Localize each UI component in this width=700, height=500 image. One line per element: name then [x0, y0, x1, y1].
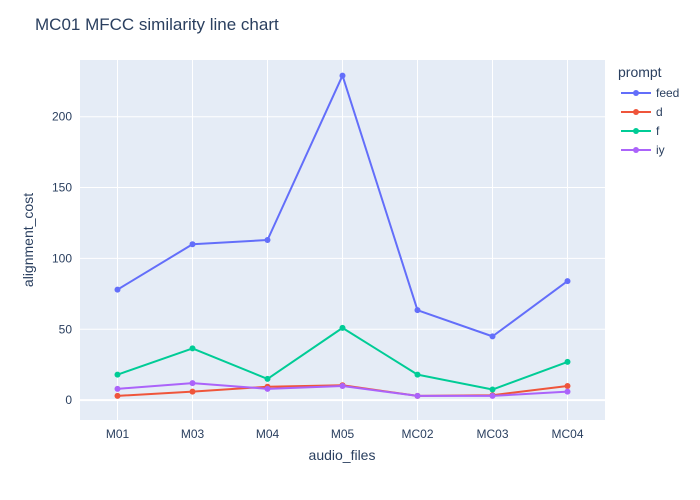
data-point-feed — [489, 333, 496, 340]
data-point-f — [414, 371, 421, 378]
data-point-f — [114, 371, 121, 378]
data-point-f — [489, 386, 496, 393]
legend-label: d — [656, 105, 663, 119]
legend-swatch-marker — [633, 90, 639, 96]
x-tick-label: MC03 — [476, 427, 508, 441]
y-tick-labels: 0 50 100 150 200 — [52, 110, 72, 407]
legend-title: prompt — [618, 64, 662, 80]
data-point-iy — [264, 385, 271, 392]
y-tick-label: 200 — [52, 110, 72, 124]
y-tick-label: 100 — [52, 251, 72, 265]
x-tick-label: MC02 — [401, 427, 433, 441]
x-tick-labels: M01 M03 M04 M05 MC02 MC03 MC04 — [106, 427, 584, 441]
legend-item-iy[interactable]: iy — [621, 143, 665, 157]
data-point-f — [564, 358, 571, 365]
legend-item-feed[interactable]: feed — [621, 86, 679, 100]
legend: prompt feed df iy — [618, 64, 679, 157]
y-axis-title: alignment_cost — [20, 193, 36, 287]
y-tick-label: 0 — [65, 393, 72, 407]
data-point-f — [264, 375, 271, 382]
legend-item-d[interactable]: d — [621, 105, 663, 119]
legend-swatch-marker — [633, 147, 639, 153]
series-lines — [114, 72, 571, 399]
data-point-iy — [489, 392, 496, 399]
chart-title: MC01 MFCC similarity line chart — [35, 15, 279, 34]
data-point-iy — [339, 382, 346, 389]
data-point-d — [189, 388, 196, 395]
x-axis-title: audio_files — [309, 447, 376, 463]
x-tick-label: M01 — [106, 427, 130, 441]
data-point-feed — [414, 307, 421, 314]
legend-swatch-marker — [633, 128, 639, 134]
x-tick-label: M05 — [331, 427, 355, 441]
y-tick-label: 150 — [52, 181, 72, 195]
x-tick-label: M03 — [181, 427, 205, 441]
legend-label: feed — [656, 86, 679, 100]
data-point-iy — [114, 385, 121, 392]
x-tick-label: MC04 — [551, 427, 583, 441]
data-point-feed — [114, 286, 121, 293]
x-tick-label: M04 — [256, 427, 280, 441]
legend-swatch-marker — [633, 109, 639, 115]
x-gridlines — [117, 60, 568, 420]
data-point-feed — [189, 241, 196, 248]
y-tick-label: 50 — [59, 322, 73, 336]
data-point-feed — [564, 278, 571, 285]
data-point-feed — [264, 237, 271, 243]
data-point-feed — [339, 72, 346, 79]
data-point-f — [189, 345, 196, 352]
data-point-iy — [414, 392, 421, 399]
legend-label: f — [656, 124, 660, 138]
data-point-iy — [189, 380, 196, 387]
data-point-f — [339, 324, 346, 331]
data-point-iy — [564, 388, 571, 395]
data-point-d — [114, 392, 121, 399]
legend-label: iy — [656, 143, 665, 157]
data-point-d — [564, 382, 571, 389]
legend-item-f[interactable]: f — [621, 124, 660, 138]
